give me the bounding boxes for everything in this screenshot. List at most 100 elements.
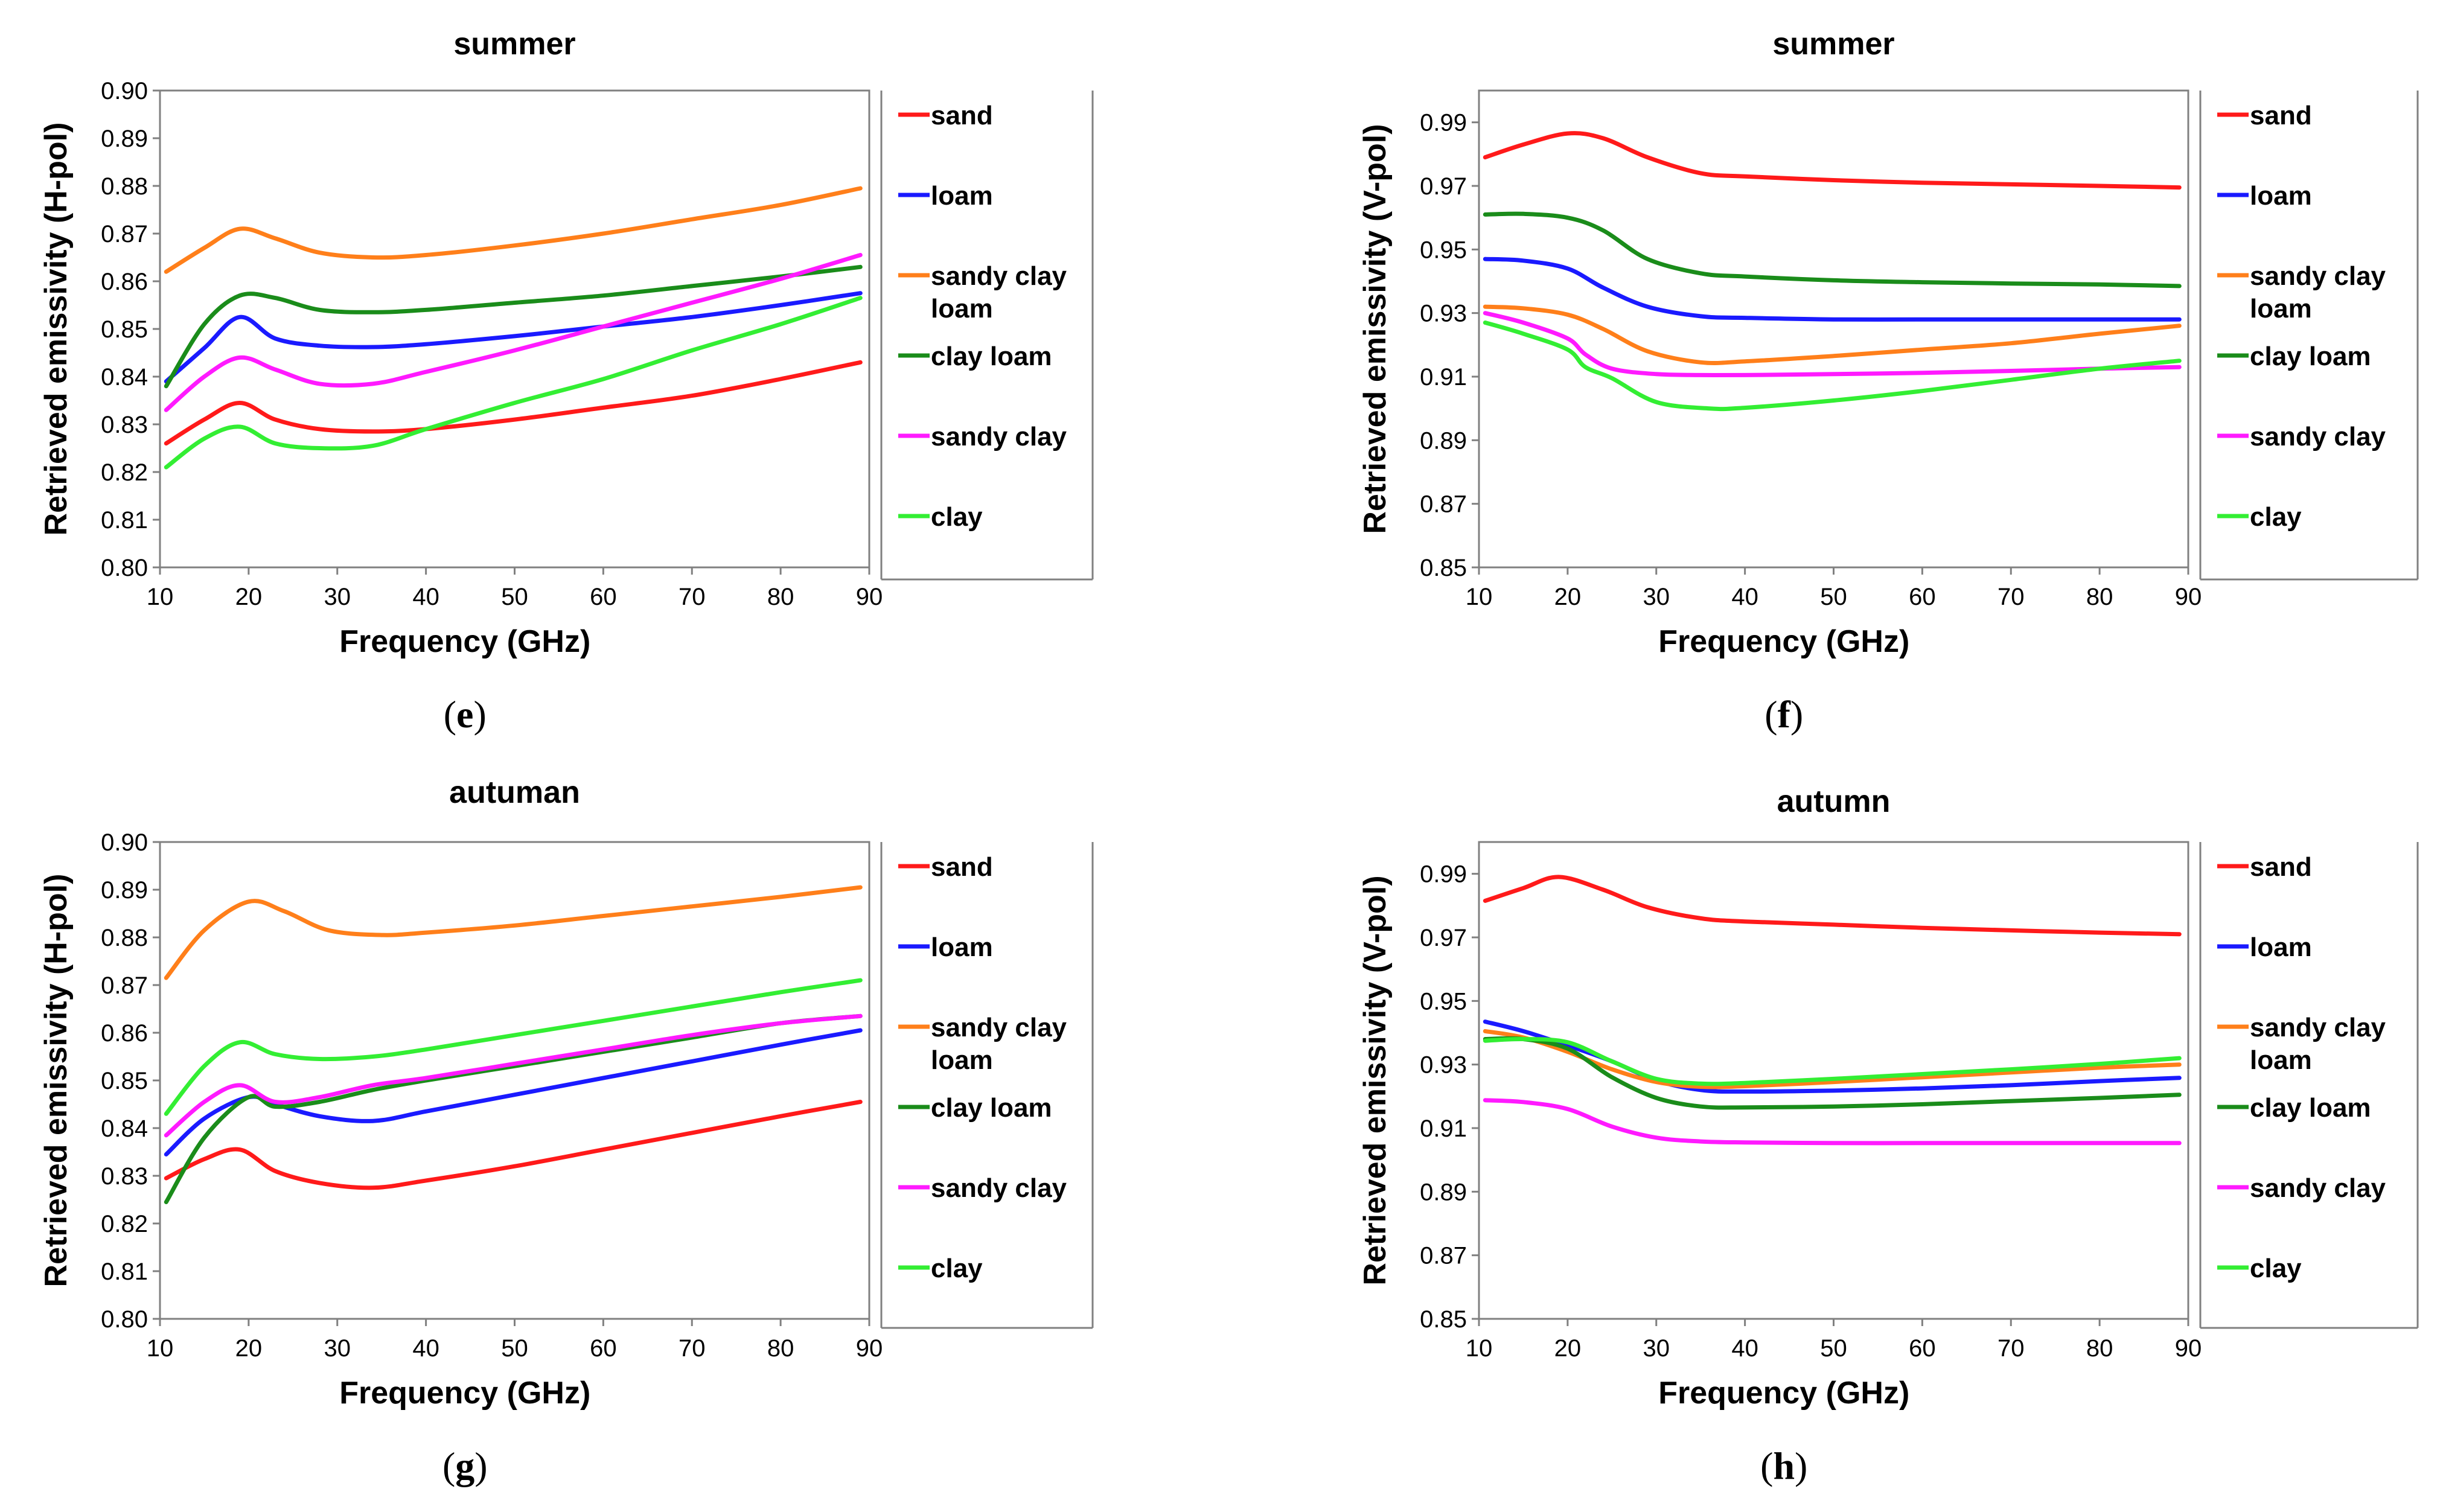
caption-part: e	[456, 693, 473, 736]
y-tick-label: 0.80	[101, 555, 148, 581]
y-tick-label: 0.85	[1420, 1306, 1467, 1333]
caption-part: h	[1773, 1444, 1795, 1487]
series-line-clay	[1483, 1036, 2182, 1086]
x-axis-label: Frequency (GHz)	[339, 1376, 590, 1411]
legend-label: sand	[931, 852, 993, 882]
x-tick-label: 70	[1998, 584, 2025, 610]
y-tick-label: 0.91	[1420, 1115, 1467, 1142]
caption-part: f	[1778, 693, 1791, 736]
y-tick-label: 0.89	[101, 126, 148, 152]
y-tick-label: 0.93	[1420, 1052, 1467, 1079]
legend-item-clay-loam: clay loam	[898, 1093, 1052, 1123]
panel-caption: (e)	[444, 693, 487, 736]
series-line-sandy-clay	[164, 253, 863, 412]
caption-part: (	[442, 1444, 455, 1487]
y-tick-label: 0.99	[1420, 861, 1467, 888]
y-tick-label: 0.83	[101, 1163, 148, 1190]
chart-title: autuman	[449, 775, 580, 810]
x-tick-label: 10	[147, 584, 174, 610]
series-line-clay-loam	[164, 1013, 863, 1204]
panel-caption: (f)	[1764, 693, 1803, 736]
y-tick-label: 0.86	[101, 1020, 148, 1047]
x-tick-label: 90	[2175, 1335, 2202, 1362]
legend-label: sandy clay	[931, 1173, 1067, 1203]
caption-part: )	[473, 693, 486, 736]
x-axis-label: Frequency (GHz)	[1658, 1376, 1909, 1411]
legend-label: clay loam	[2250, 342, 2371, 371]
caption-part: (	[1760, 1444, 1773, 1487]
series-line-loam	[1483, 257, 2182, 322]
x-axis-label: Frequency (GHz)	[339, 624, 590, 659]
series-line-clay-loam	[1483, 211, 2182, 289]
plot-frame	[1478, 89, 2189, 569]
y-tick-label: 0.95	[1420, 988, 1467, 1015]
y-tick-label: 0.89	[101, 877, 148, 904]
chart-panel-g: autuman 0.80 0.81 0.82 0.83 0.84 0.85 0.86 0.87 0…	[39, 775, 1094, 1487]
series-line-sandy-clay	[1483, 1098, 2182, 1146]
plot-frame	[159, 841, 870, 1320]
legend-label: clay loam	[931, 342, 1052, 371]
x-tick-label: 30	[324, 584, 351, 610]
legend-label: loam	[2250, 933, 2312, 962]
legend-label: sandy clay	[931, 1013, 1067, 1042]
x-tick-label: 70	[1998, 1335, 2025, 1362]
legend-item-sandy-clay: sandy clay	[2217, 1173, 2386, 1203]
legend-item-sand: sand	[2217, 101, 2312, 130]
x-tick-label: 80	[2086, 1335, 2113, 1362]
y-tick-label: 0.82	[101, 459, 148, 486]
caption-part: (	[1764, 693, 1777, 736]
y-tick-label: 0.86	[101, 269, 148, 295]
legend-label: loam	[2250, 181, 2312, 211]
series-line-sand	[1483, 131, 2182, 190]
legend-item-clay-loam: clay loam	[898, 342, 1052, 371]
caption-part: g	[455, 1444, 474, 1487]
x-tick-label: 90	[856, 584, 883, 610]
series-line-sand	[164, 360, 863, 446]
y-axis-label: Retrieved emissivity (H-pol)	[39, 123, 74, 536]
x-tick-label: 30	[1643, 584, 1670, 610]
y-tick-label: 0.87	[1420, 1243, 1467, 1269]
chart-title: autumn	[1777, 784, 1891, 819]
x-tick-label: 40	[1731, 1335, 1758, 1362]
series-line-sandy-clay	[164, 1013, 863, 1138]
legend-item-sandy-clay: sandy clay	[898, 422, 1067, 451]
legend-item-clay: clay	[2217, 1254, 2302, 1283]
legend-item-sandy-clay: sandy clay	[898, 1173, 1067, 1203]
series-line-loam	[1483, 1019, 2182, 1094]
y-tick-label: 0.89	[1420, 1179, 1467, 1205]
series-line-sandy-clay-loam	[1483, 304, 2182, 366]
x-tick-label: 50	[1820, 1335, 1847, 1362]
x-tick-label: 40	[412, 584, 439, 610]
legend-item-sand: sand	[2217, 852, 2312, 882]
legend-label: sandy clay	[2250, 1013, 2386, 1042]
series-line-clay	[164, 978, 863, 1116]
legend-label: loam	[931, 933, 993, 962]
series-line-sandy-clay-loam	[164, 186, 863, 274]
y-axis-label: Retrieved emissivity (V-pol)	[1358, 124, 1393, 534]
legend-label: clay loam	[931, 1093, 1052, 1123]
y-tick-label: 0.87	[101, 972, 148, 999]
series-line-sandy-clay-loam	[1483, 1029, 2182, 1089]
series-line-sand	[164, 1100, 863, 1190]
y-tick-label: 0.80	[101, 1306, 148, 1333]
y-tick-label: 0.90	[101, 829, 148, 856]
y-tick-label: 0.84	[101, 364, 148, 391]
legend-label: loam	[2250, 294, 2312, 324]
y-tick-label: 0.93	[1420, 301, 1467, 327]
legend-label: loam	[931, 1045, 993, 1075]
caption-part: )	[474, 1444, 487, 1487]
x-tick-label: 90	[2175, 584, 2202, 610]
y-tick-label: 0.88	[101, 925, 148, 951]
legend-label: sandy clay	[2250, 422, 2386, 451]
y-tick-label: 0.99	[1420, 110, 1467, 136]
series-line-loam	[164, 1028, 863, 1156]
y-tick-label: 0.85	[101, 1068, 148, 1094]
legend-label: clay	[2250, 1254, 2302, 1283]
legend-item-loam: loam	[898, 181, 993, 211]
x-tick-label: 60	[1909, 1335, 1936, 1362]
x-tick-label: 80	[2086, 584, 2113, 610]
legend-label: sand	[2250, 852, 2312, 882]
y-tick-label: 0.85	[101, 316, 148, 343]
legend-item-clay: clay	[2217, 502, 2302, 532]
legend-label: sandy clay	[931, 422, 1067, 451]
